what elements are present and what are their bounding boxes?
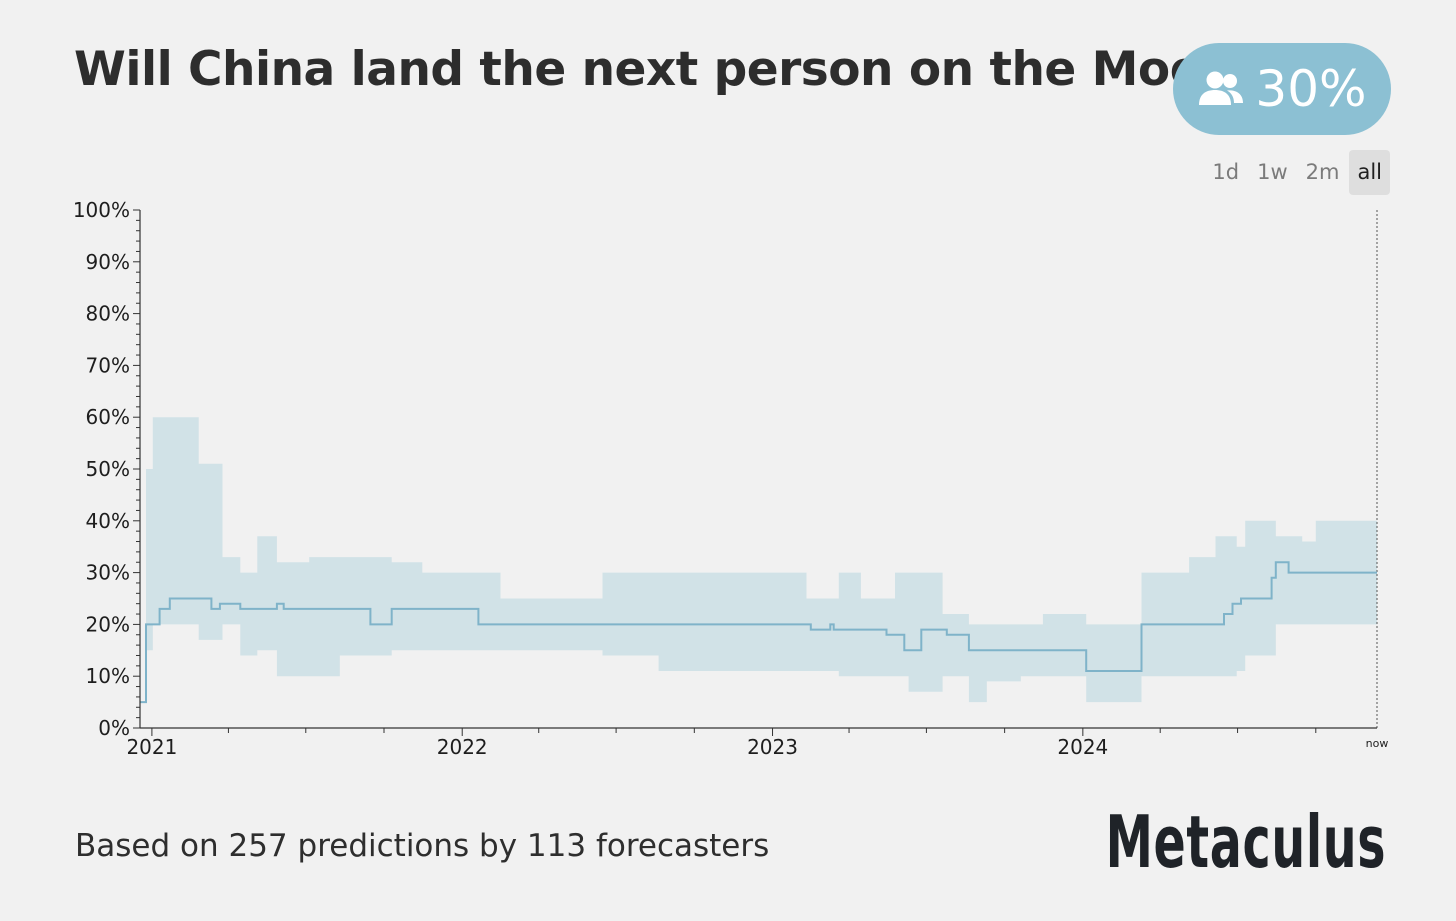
x-tick-label: 2024: [1057, 735, 1108, 759]
y-tick-label: 20%: [86, 612, 130, 636]
y-tick-label: 90%: [86, 250, 130, 274]
y-tick-label: 0%: [98, 716, 130, 740]
prediction-summary: Based on 257 predictions by 113 forecast…: [75, 828, 770, 864]
x-tick-label: 2023: [747, 735, 798, 759]
y-tick-label: 70%: [86, 353, 130, 377]
metaculus-logo: Metaculus: [1105, 800, 1386, 884]
uncertainty-band: [140, 417, 1377, 703]
community-prediction-badge[interactable]: 30%: [1173, 43, 1391, 135]
community-prediction-line: [140, 561, 1377, 704]
x-tick-label: 2021: [126, 735, 177, 759]
x-tick-label-now: now: [1366, 737, 1389, 750]
range-tab-all[interactable]: all: [1349, 150, 1390, 195]
range-tab-1w[interactable]: 1w: [1257, 160, 1288, 184]
y-tick-label: 40%: [86, 509, 130, 533]
y-tick-label: 60%: [86, 405, 130, 429]
question-title: Will China land the next person on the M…: [74, 42, 1262, 97]
range-tab-2m[interactable]: 2m: [1305, 160, 1340, 184]
time-range-tabs: 1d 1w 2m all: [1204, 150, 1390, 195]
y-tick-label: 30%: [86, 561, 130, 585]
x-tick-label: 2022: [437, 735, 488, 759]
forecast-history-chart[interactable]: 0% 10% 20% 30% 40% 50% 60% 70% 80% 90% 100% 2021 202…: [0, 0, 1456, 780]
y-tick-label: 100%: [73, 198, 130, 222]
range-tab-1d[interactable]: 1d: [1212, 160, 1240, 184]
y-tick-label: 50%: [86, 457, 130, 481]
users-icon: [1199, 71, 1244, 105]
y-tick-label: 10%: [86, 664, 130, 688]
community-prediction-value: 30%: [1255, 60, 1367, 118]
y-tick-label: 80%: [86, 302, 130, 326]
